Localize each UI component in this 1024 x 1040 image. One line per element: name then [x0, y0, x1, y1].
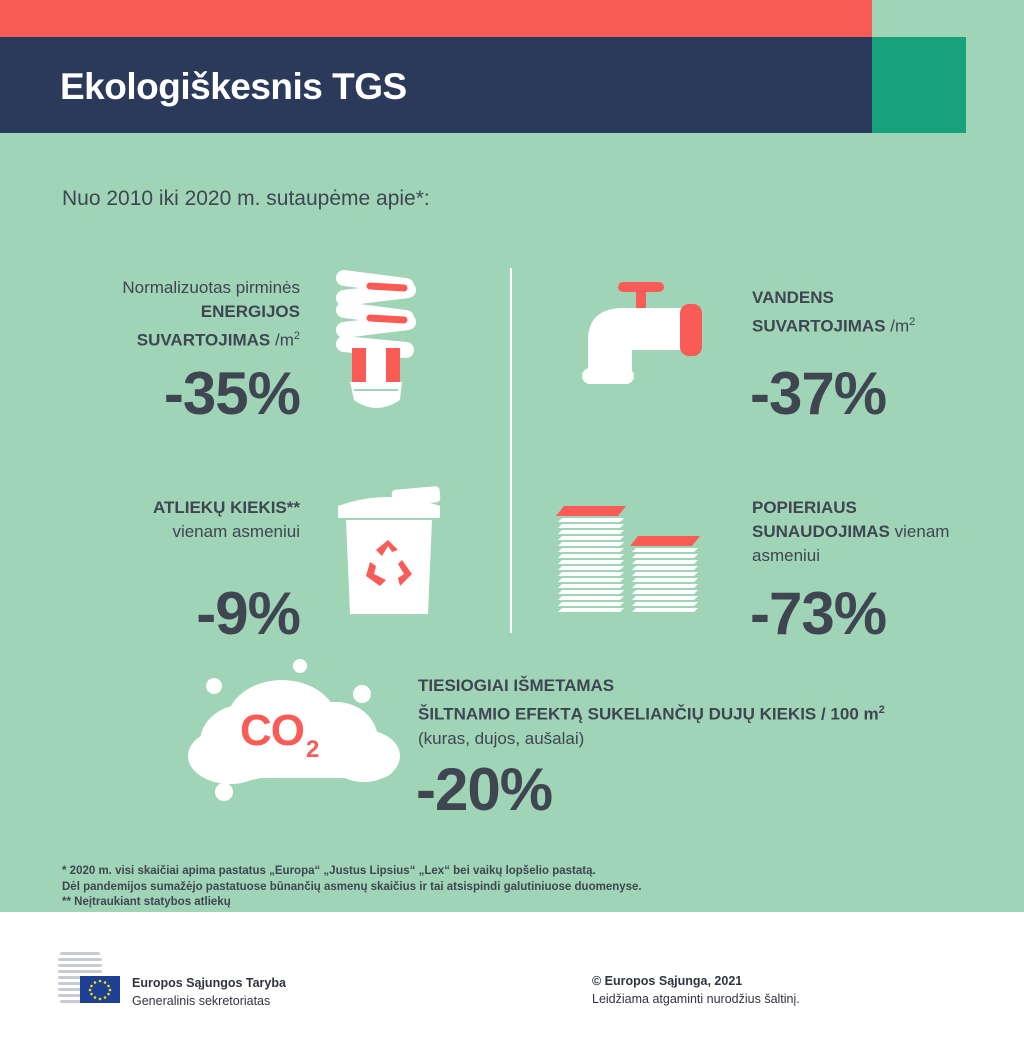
water-unit-sup: 2 [909, 316, 916, 328]
paper-stack-icon [556, 506, 700, 612]
water-value: -37% [750, 360, 887, 427]
recycle-bin-icon [338, 486, 441, 614]
footnote-3: ** Neįtraukiant statybos atliekų [62, 896, 231, 908]
center-divider [510, 268, 512, 633]
paper-label-line2-bold: SUNAUDOJIMAS [752, 522, 890, 541]
co2-label-line2: ŠILTNAMIO EFEKTĄ SUKELIANČIŲ DUJŲ KIEKIS… [418, 704, 879, 724]
energy-unit: /m [274, 330, 294, 350]
waste-label-line2: vienam asmeniui [172, 522, 300, 541]
co2-label: TIESIOGIAI IŠMETAMAS ŠILTNAMIO EFEKTĄ SU… [418, 674, 885, 751]
water-unit: /m [890, 316, 910, 336]
water-label-line2: SUVARTOJIMAS [752, 316, 886, 336]
light-bulb-icon [336, 270, 416, 408]
subtitle: Nuo 2010 iki 2020 m. sutaupėme apie*: [62, 187, 430, 210]
footer-reuse-text: Leidžiama atgaminti nurodžius šaltinį. [592, 992, 800, 1006]
co2-label-line1: TIESIOGIAI IŠMETAMAS [418, 676, 615, 695]
top-red-bar [0, 0, 872, 37]
council-logo-icon [58, 952, 120, 1003]
co2-label-line2-sup: 2 [878, 704, 885, 716]
footer-org-name: Europos Sąjungos Taryba [132, 976, 286, 990]
energy-unit-sup: 2 [293, 330, 300, 342]
footnote-2: Dėl pandemijos sumažėjo pastatuose būnan… [62, 880, 642, 893]
waste-label: ATLIEKŲ KIEKIS** vienam asmeniui [40, 496, 300, 544]
co2-value: -20% [416, 756, 553, 823]
top-right-mint [872, 0, 1024, 37]
co2-icon-label: CO2 [240, 706, 319, 763]
paper-label: POPIERIAUS SUNAUDOJIMAS vienam asmeniui [752, 496, 949, 568]
paper-label-line2-rest: vienam [889, 522, 950, 541]
header-accent-block [872, 37, 966, 133]
footer-copyright: © Europos Sąjunga, 2021 Leidžiama atgami… [592, 972, 800, 1008]
water-label-line1: VANDENS [752, 288, 834, 307]
page-title: Ekologiškesnis TGS [60, 66, 407, 107]
header-bar [0, 37, 872, 133]
waste-label-line1: ATLIEKŲ KIEKIS** [152, 498, 300, 517]
energy-value: -35% [163, 360, 301, 427]
footer-organisation: Europos Sąjungos Taryba Generalinis sekr… [132, 974, 286, 1010]
co2-icon-sub: 2 [306, 736, 319, 763]
co2-cloud-icon [188, 659, 400, 801]
footnotes: * 2020 m. visi skaičiai apima pastatus „… [62, 864, 642, 911]
paper-value: -73% [750, 580, 887, 647]
energy-label-line2: ENERGIJOS [200, 302, 300, 321]
co2-label-line3: (kuras, dujos, aušalai) [418, 728, 585, 748]
footer-org-sub: Generalinis sekretoriatas [132, 994, 271, 1008]
footnote-1: * 2020 m. visi skaičiai apima pastatus „… [62, 865, 596, 877]
water-tap-icon [582, 282, 702, 384]
paper-label-line3: asmeniui [752, 546, 821, 565]
infographic-background [0, 37, 1024, 912]
energy-label-line3: SUVARTOJIMAS [136, 330, 271, 350]
energy-label: Normalizuotas pirminės ENERGIJOS SUVARTO… [40, 276, 300, 353]
co2-icon-text: CO [240, 706, 305, 755]
paper-label-line1: POPIERIAUS [752, 498, 857, 517]
energy-label-line1: Normalizuotas pirminės [122, 278, 300, 297]
water-label: VANDENS SUVARTOJIMAS /m2 [752, 286, 915, 339]
footer-copyright-text: © Europos Sąjunga, 2021 [592, 974, 743, 988]
waste-value: -9% [196, 580, 301, 647]
